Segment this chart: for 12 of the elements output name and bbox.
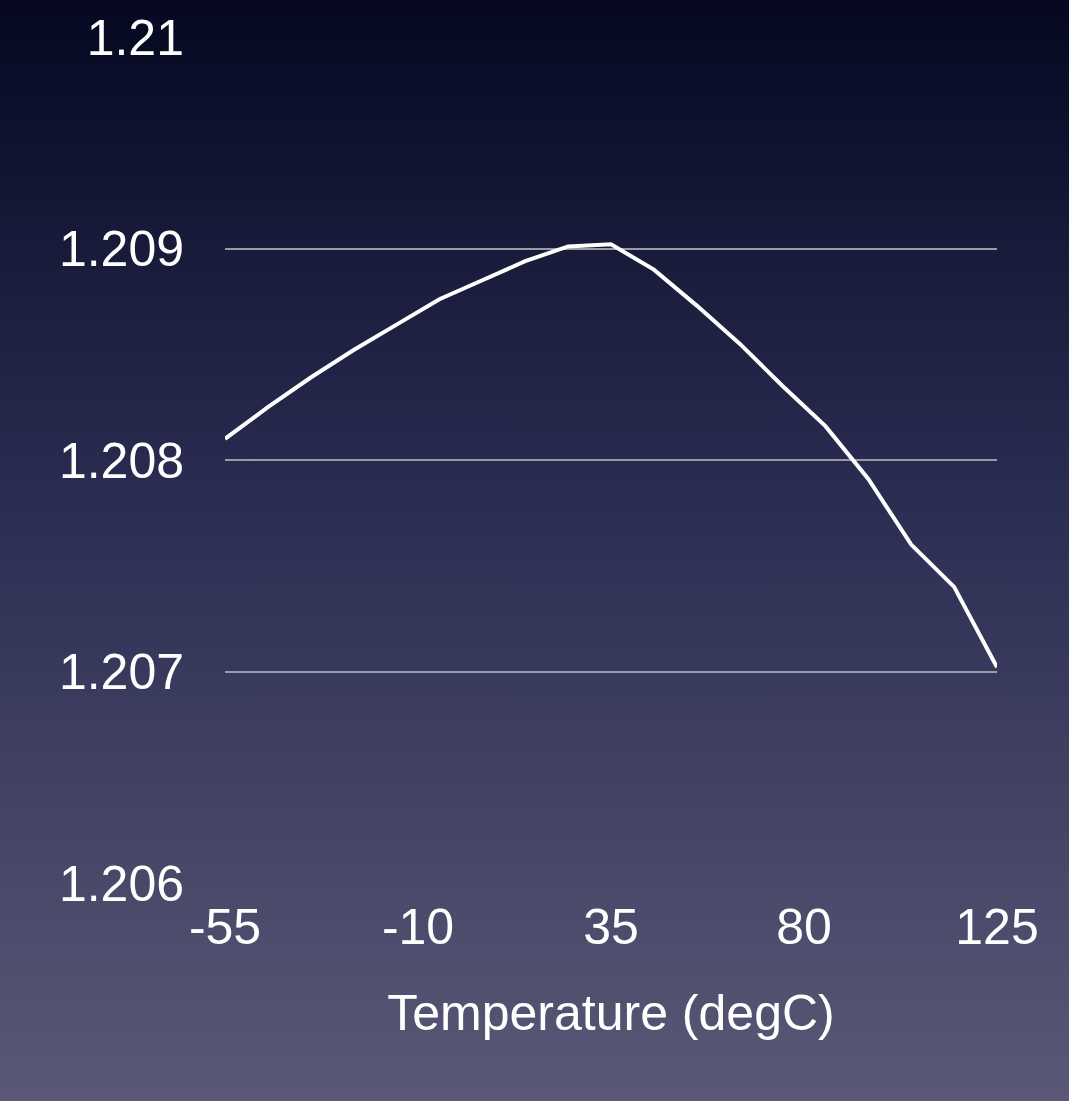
x-tick-label: -10 bbox=[381, 899, 455, 955]
y-tick-label: 1.21 bbox=[86, 9, 184, 66]
y-tick-label: 1.209 bbox=[58, 221, 184, 277]
x-tick-label: 125 bbox=[955, 899, 1039, 955]
x-axis-title: Temperature (degC) bbox=[387, 984, 835, 1041]
x-tick-label: 35 bbox=[583, 899, 639, 955]
x-tick-label: -55 bbox=[188, 899, 262, 955]
x-tick-label: 80 bbox=[776, 899, 832, 955]
y-tick-label: 1.207 bbox=[58, 644, 184, 700]
y-tick-label: 1.208 bbox=[58, 432, 184, 489]
line-series bbox=[225, 242, 997, 670]
y-tick-label: 1.206 bbox=[58, 855, 184, 912]
